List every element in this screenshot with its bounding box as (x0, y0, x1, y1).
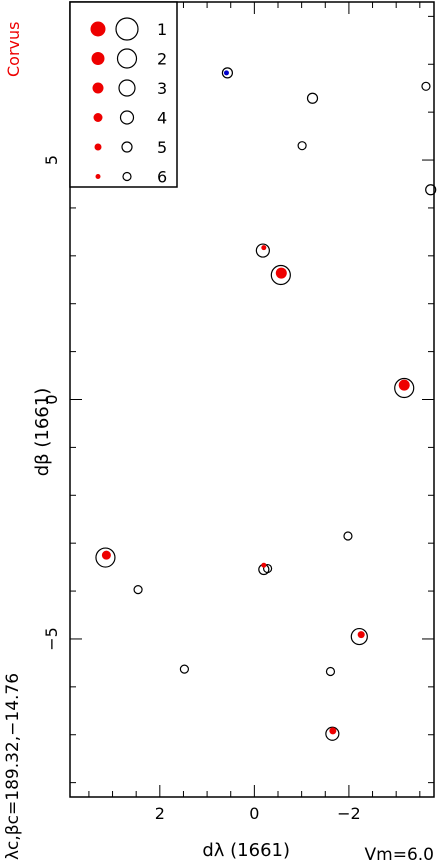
open-star-marker (297, 141, 307, 151)
legend-open-marker (122, 171, 132, 182)
legend-open-marker (116, 48, 138, 69)
filled-star-marker (329, 727, 337, 735)
legend-filled-marker (90, 21, 106, 37)
filled-star-marker (398, 379, 410, 391)
legend-open-marker (115, 17, 139, 41)
filled-star-marker (101, 550, 111, 560)
y-tick-label: 0 (42, 394, 61, 404)
axis-tick-labels: 2 0 −2 −5 0 5 (42, 155, 361, 823)
legend-filled-marker (93, 113, 103, 122)
magnitude-limit-label: Vm=6.0 (365, 845, 434, 865)
legend-label: 5 (157, 138, 167, 157)
legend-filled-marker (92, 82, 104, 94)
open-star-marker (133, 585, 143, 595)
x-tick-label: 2 (155, 804, 165, 823)
open-star-marker (255, 243, 270, 258)
y-tick-label: −5 (42, 627, 61, 651)
x-axis-label: dλ (1661) (202, 840, 290, 861)
legend: 1 2 3 4 5 6 (69, 1, 178, 188)
y-tick-label: 5 (42, 155, 61, 165)
open-star-marker (263, 563, 273, 574)
constellation-label: Corvus (4, 22, 23, 77)
open-star-marker (394, 377, 415, 399)
open-star-marker (343, 531, 353, 541)
legend-label: 2 (157, 50, 167, 69)
open-star-marker (306, 92, 319, 104)
open-star-marker (421, 81, 431, 91)
open-star-marker (425, 184, 437, 196)
legend-filled-marker (95, 174, 101, 179)
filled-star-marker (261, 562, 267, 568)
filled-star-marker (357, 631, 365, 639)
legend-open-marker (118, 79, 136, 97)
x-tick-label: 0 (249, 804, 259, 823)
open-star-marker (325, 726, 340, 741)
open-star-marker (95, 547, 116, 568)
y-axis-label: dβ (1661) (32, 388, 53, 477)
legend-label: 1 (157, 20, 167, 39)
x-tick-label: −2 (337, 804, 361, 823)
open-star-marker (179, 664, 189, 674)
open-star-marker (270, 264, 291, 286)
legend-filled-marker (94, 143, 102, 151)
legend-items: 1 2 3 4 5 6 (90, 17, 167, 187)
legend-label: 3 (157, 79, 167, 98)
legend-frame (69, 1, 178, 188)
data-points (95, 67, 437, 741)
open-star-marker (350, 627, 368, 646)
highlighted-star-marker (223, 70, 229, 76)
open-star-marker (325, 666, 336, 677)
filled-star-marker (261, 245, 267, 251)
legend-open-marker (119, 110, 135, 125)
legend-label: 4 (157, 109, 167, 128)
open-star-marker (221, 67, 234, 79)
filled-star-marker (275, 267, 287, 279)
center-coordinates-label: λc,βc=189.32,−14.76 (3, 673, 23, 860)
legend-label: 6 (157, 168, 167, 187)
legend-filled-marker (91, 52, 105, 65)
legend-open-marker (121, 141, 133, 153)
